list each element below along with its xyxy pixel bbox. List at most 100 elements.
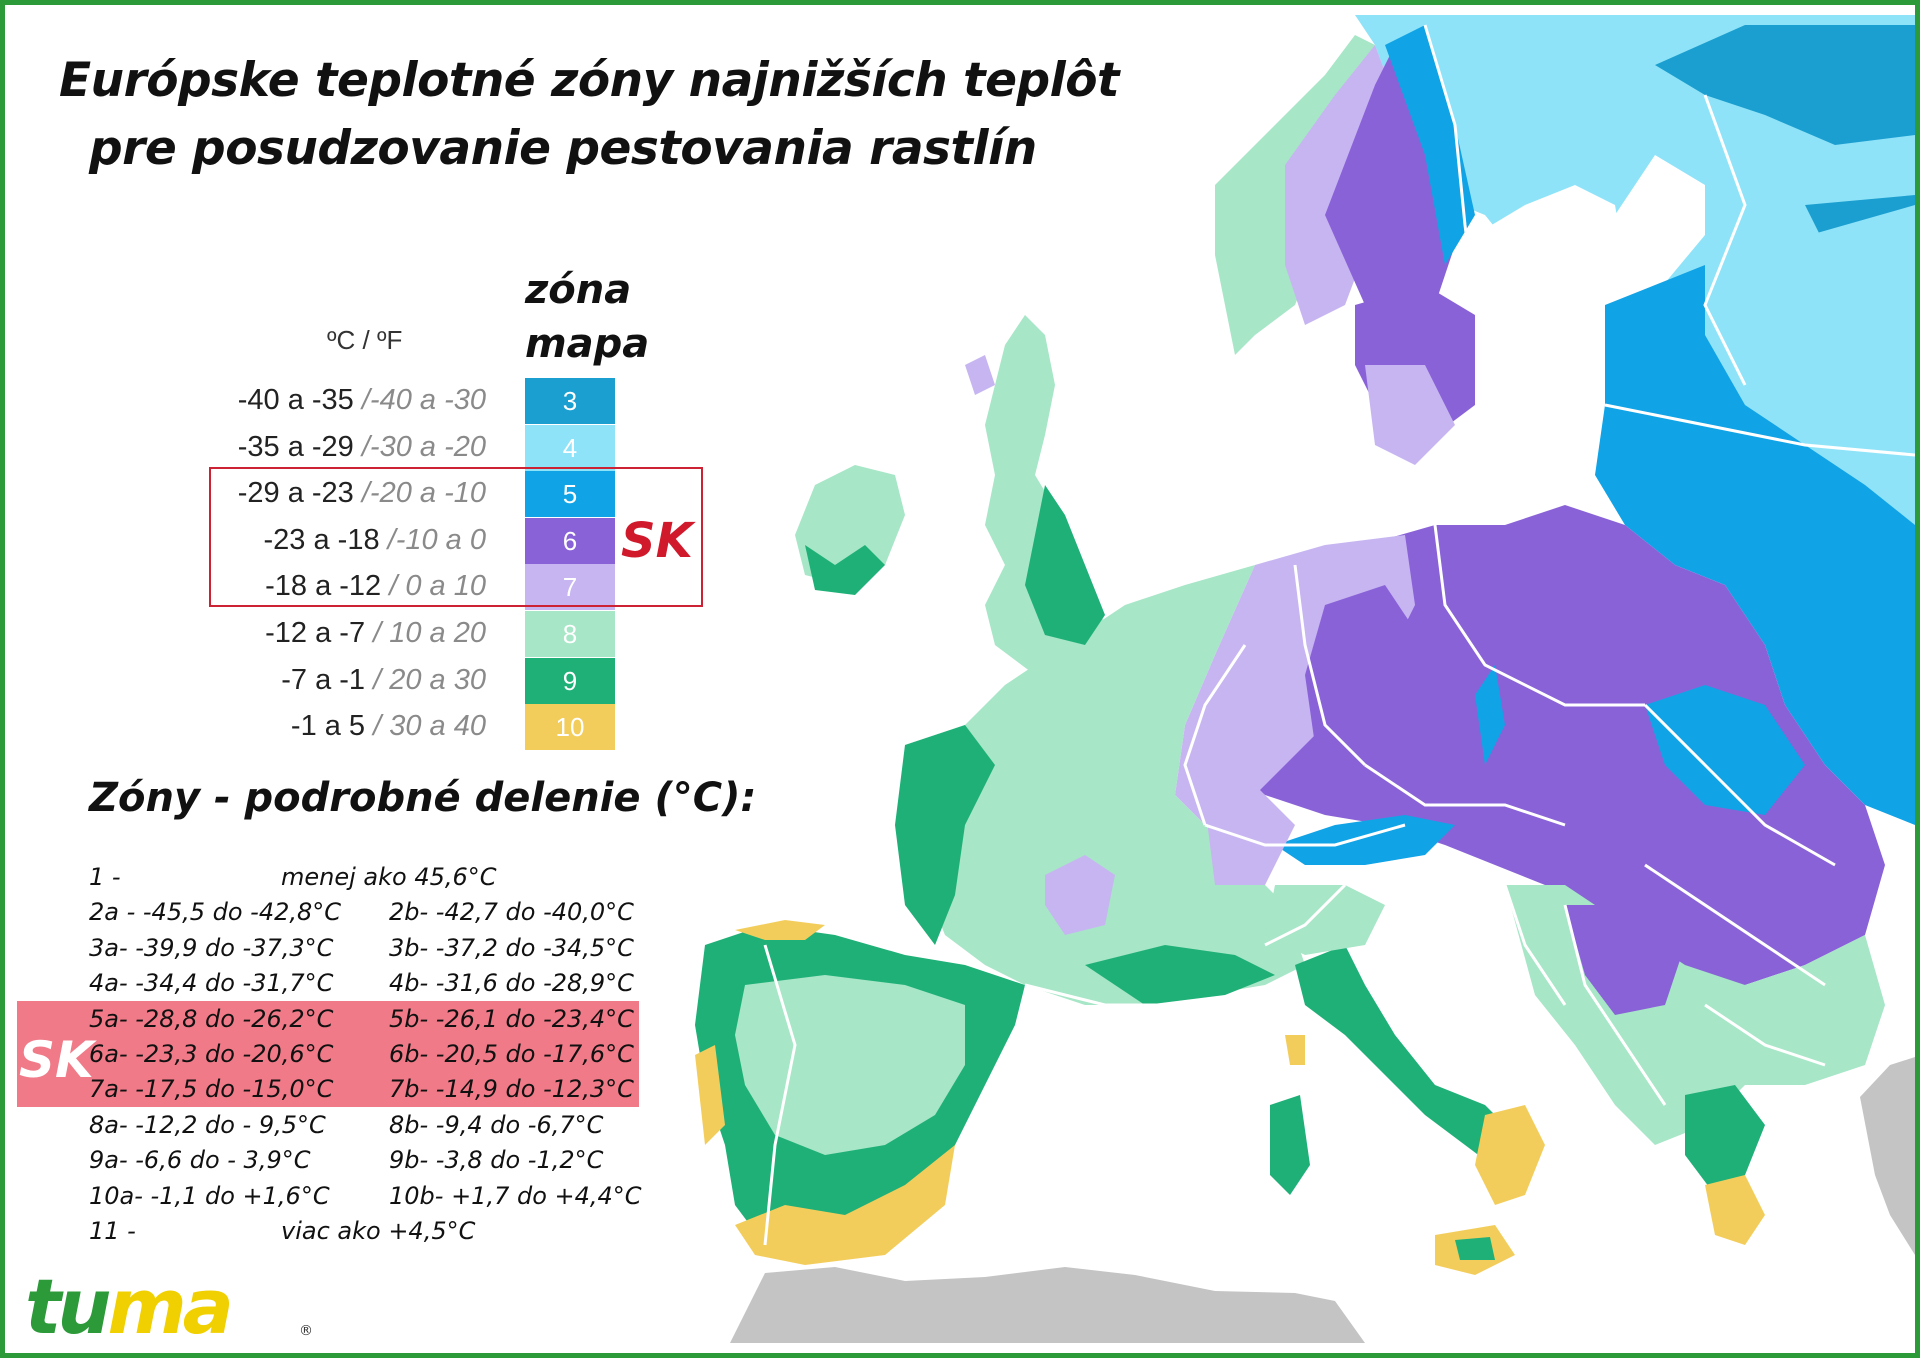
zone-detail-range: menej ako 45,6°C	[281, 863, 497, 891]
scotland-zone7	[965, 355, 995, 395]
legend-temperature-range: -1 a 5 / 30 a 40	[291, 710, 486, 743]
zone-detail-a: 2a - -45,5 do -42,8°C	[89, 898, 342, 927]
legend-temperature-range: -40 a -35 /-40 a -30	[238, 384, 486, 417]
legend-row: -18 a -12 / 0 a 10 7	[185, 564, 617, 611]
western-europe-zone8	[905, 565, 1305, 1005]
legend-fahrenheit: /-20 a -10	[361, 477, 486, 510]
legend-zone-swatch: 3	[525, 378, 615, 424]
zone-detail-b: 5b- -26,1 do -23,4°C	[389, 1004, 634, 1033]
sk-legend-label: SK	[621, 513, 693, 569]
massif-central-zone7	[1045, 855, 1115, 935]
legend-zone-swatch: 4	[525, 424, 615, 471]
corsica-zone10	[1285, 1035, 1305, 1065]
iberia-south-zone10	[735, 1145, 955, 1265]
alps-zone5	[1275, 815, 1455, 865]
legend-fahrenheit: /-30 a -20	[361, 430, 486, 463]
legend-row: -40 a -35 /-40 a -30 3	[185, 378, 617, 424]
zone-detail-b: 8b- -9,4 do -6,7°C	[389, 1110, 604, 1139]
north-africa-land	[730, 1267, 1365, 1343]
zone-detail-b: 3b- -37,2 do -34,5°C	[389, 933, 634, 962]
iberia-zone8	[735, 975, 965, 1155]
legend-temperature-range: -23 a -18 /-10 a 0	[264, 524, 486, 557]
sk-highlight-frame	[209, 467, 703, 607]
tuma-logo: tuma	[25, 1267, 234, 1347]
zone-detail-a: 9a- -6,6 do - 3,9°C	[89, 1146, 311, 1175]
legend-row: -1 a 5 / 30 a 40 10	[185, 704, 617, 751]
turkey-land	[1860, 1057, 1915, 1255]
legend-header-units: ºC / ºF	[327, 325, 403, 355]
logo-letter-m: m	[107, 1262, 186, 1351]
legend-zone-swatch: 10	[525, 704, 615, 751]
zone-detail-b: 4b- -31,6 do -28,9°C	[389, 969, 634, 998]
logo-letter-t: t	[25, 1262, 61, 1351]
zone-detail-a: 6a- -23,3 do -20,6°C	[89, 1040, 334, 1068]
legend-zone-swatch: 7	[525, 564, 615, 611]
czech-zone5	[1475, 665, 1505, 765]
sardinia-zone9	[1270, 1095, 1310, 1195]
zone-detail-b: 2b- -42,7 do -40,0°C	[389, 898, 634, 927]
legend-fahrenheit: / 10 a 20	[373, 617, 486, 649]
sweden-zone5	[1385, 25, 1475, 265]
legend-zone-swatch: 5	[525, 471, 615, 518]
sk-highlight-band	[17, 1001, 639, 1107]
greece-zone10	[1705, 1175, 1765, 1245]
logo-letter-u: u	[57, 1262, 111, 1351]
zone-detail-a: 3a- -39,9 do -37,3°C	[89, 933, 334, 962]
legend-celsius: -35 a -29	[237, 430, 362, 463]
legend-zone-swatch: 9	[525, 657, 615, 704]
russia-zone4	[1705, 205, 1915, 525]
legend-celsius: -29 a -23	[237, 477, 362, 510]
carpathian-zone5	[1645, 685, 1805, 815]
italy-south-zone10	[1475, 1105, 1545, 1205]
ireland-zone8	[795, 465, 905, 585]
legend-zone-swatch: 8	[525, 611, 615, 657]
legend-celsius: -18 a -12	[265, 570, 390, 603]
balkans-zone6	[1565, 905, 1685, 1015]
country-borders	[763, 24, 1915, 1246]
legend-celsius: -40 a -35	[237, 384, 362, 416]
legend-row: -23 a -18 /-10 a 0 6	[185, 517, 617, 564]
europe-map	[695, 15, 1915, 1343]
legend-fahrenheit: /-40 a -30	[361, 384, 486, 416]
italy-zone9	[1295, 945, 1515, 1175]
sk-detail-label: SK	[19, 1031, 94, 1089]
legend-row: -29 a -23 /-20 a -10 5	[185, 471, 617, 518]
legend-row: -35 a -29 /-30 a -20 4	[185, 424, 617, 471]
portugal-zone10	[695, 1045, 725, 1145]
sweden-south-zone7	[1365, 365, 1455, 465]
france-west-coast-zone9	[895, 725, 995, 945]
legend-celsius: -23 a -18	[263, 523, 388, 556]
alps-west-zone7	[1205, 785, 1295, 885]
iberia-north-zone10	[735, 920, 825, 940]
legend-header-zona: zóna	[525, 267, 632, 313]
zone-detail-b: 6b- -20,5 do -17,6°C	[389, 1040, 634, 1068]
ireland-zone9	[805, 545, 885, 595]
legend-temperature-range: -29 a -23 /-20 a -10	[238, 477, 486, 510]
zone-detail-a: 10a- -1,1 do +1,6°C	[89, 1181, 330, 1210]
zone-detail-b: 10b- +1,7 do +4,4°C	[389, 1181, 642, 1210]
finland-zone3	[1655, 25, 1915, 145]
legend-row: -7 a -1 / 20 a 30 9	[185, 657, 617, 704]
legend-temperature-range: -12 a -7 / 10 a 20	[265, 617, 486, 650]
legend-row: -12 a -7 / 10 a 20 8	[185, 611, 617, 657]
legend-fahrenheit: /-10 a 0	[387, 523, 486, 556]
legend-fahrenheit: / 20 a 30	[373, 663, 486, 696]
zone-detail-b: 7b- -14,9 do -12,3°C	[389, 1075, 634, 1104]
legend-header-mapa: mapa	[525, 321, 650, 367]
legend-celsius: -1 a 5	[290, 710, 374, 743]
legend-celsius: -12 a -7	[265, 617, 374, 649]
registered-mark: ®	[299, 1323, 313, 1339]
zone-detail-a: 1 -	[89, 863, 121, 891]
legend-celsius: -7 a -1	[281, 663, 374, 696]
zone-detail-a: 5a- -28,8 do -26,2°C	[89, 1004, 334, 1033]
legend-zone-swatch: 6	[525, 517, 615, 564]
logo-letter-a: a	[182, 1262, 234, 1351]
zone-detail-a: 4a- -34,4 do -31,7°C	[89, 969, 334, 998]
legend-fahrenheit: / 0 a 10	[389, 570, 486, 603]
po-valley-zone8	[1265, 885, 1385, 955]
legend-temperature-range: -7 a -1 / 20 a 30	[281, 664, 486, 697]
zone-detail-range: viac ako +4,5°C	[281, 1217, 476, 1245]
legend-temperature-range: -18 a -12 / 0 a 10	[265, 570, 486, 603]
baltic-sea	[1475, 185, 1625, 425]
